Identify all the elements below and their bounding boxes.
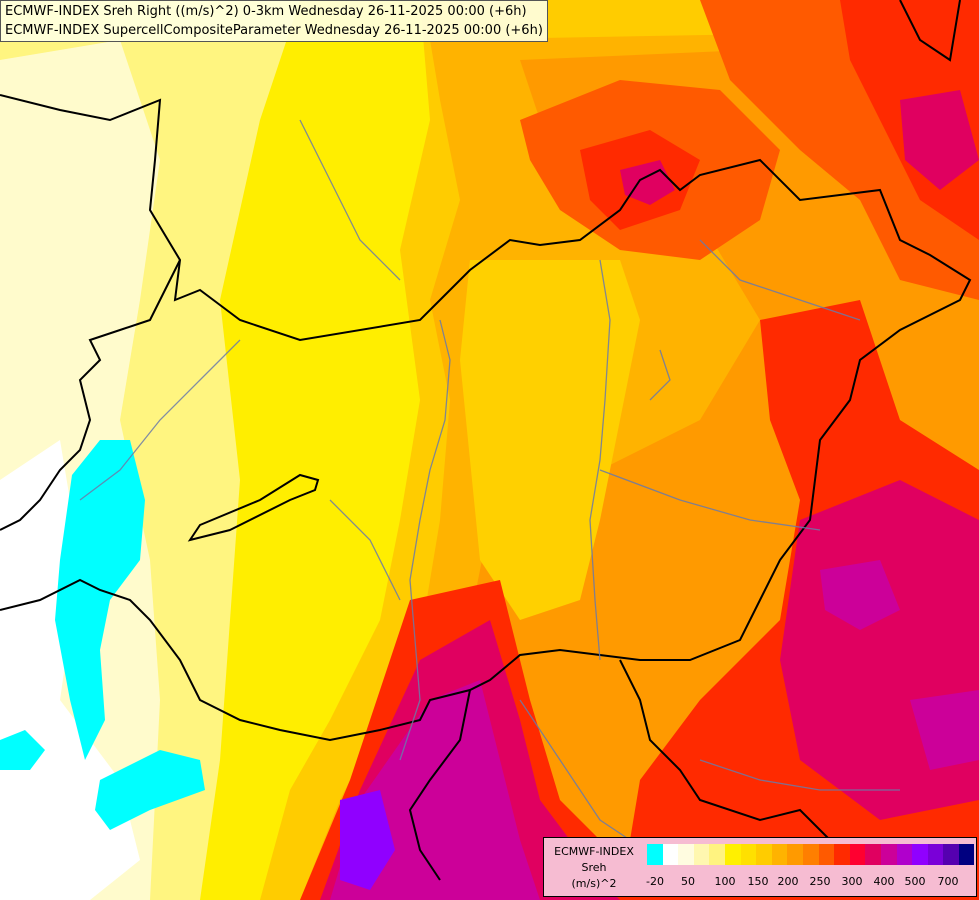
legend-swatch [647,844,663,865]
legend-tick-label: 200 [777,875,799,888]
legend-titles: ECMWF-INDEX Sreh (m/s)^2 [546,844,642,892]
map-title-box: ECMWF-INDEX Sreh Right ((m/s)^2) 0-3km W… [0,0,548,42]
legend-swatch [678,844,694,865]
legend-swatch [834,844,850,865]
legend-swatch [756,844,772,865]
color-legend: ECMWF-INDEX Sreh (m/s)^2 -20 50 100 150 200 2… [543,837,977,897]
legend-swatch [787,844,803,865]
legend-tick-label: -20 [646,875,664,888]
legend-swatches [647,844,975,865]
legend-swatch [849,844,866,865]
legend-swatch [865,844,881,865]
map-title-line-1: ECMWF-INDEX Sreh Right ((m/s)^2) 0-3km W… [5,4,527,19]
legend-ticks: -20 50 100 150 200 250 300 400 500 700 [646,875,975,891]
legend-swatch [771,844,788,865]
legend-tick-label: 100 [714,875,736,888]
legend-tick-label: 300 [841,875,863,888]
legend-tick-label: 150 [747,875,769,888]
legend-tick-label: 500 [904,875,926,888]
legend-tick-label: 50 [681,875,695,888]
legend-title-variable: Sreh [581,861,607,874]
legend-swatch [927,844,944,865]
legend-tick-label: 250 [809,875,831,888]
map-title-line-2: ECMWF-INDEX SupercellCompositeParameter … [5,23,543,38]
legend-swatch [740,844,757,865]
legend-swatch [709,844,725,865]
legend-swatch [912,844,928,865]
legend-swatch [896,844,913,865]
legend-swatch [724,844,741,865]
legend-swatch [943,844,959,865]
legend-tick-label: 400 [873,875,895,888]
legend-title-unit: (m/s)^2 [571,877,617,890]
legend-swatch [958,844,975,865]
legend-title-model: ECMWF-INDEX [554,845,634,858]
legend-swatch [802,844,819,865]
legend-swatch [818,844,835,865]
legend-tick-label: 700 [937,875,959,888]
legend-swatch [880,844,897,865]
legend-swatch [693,844,710,865]
legend-swatch [662,844,679,865]
